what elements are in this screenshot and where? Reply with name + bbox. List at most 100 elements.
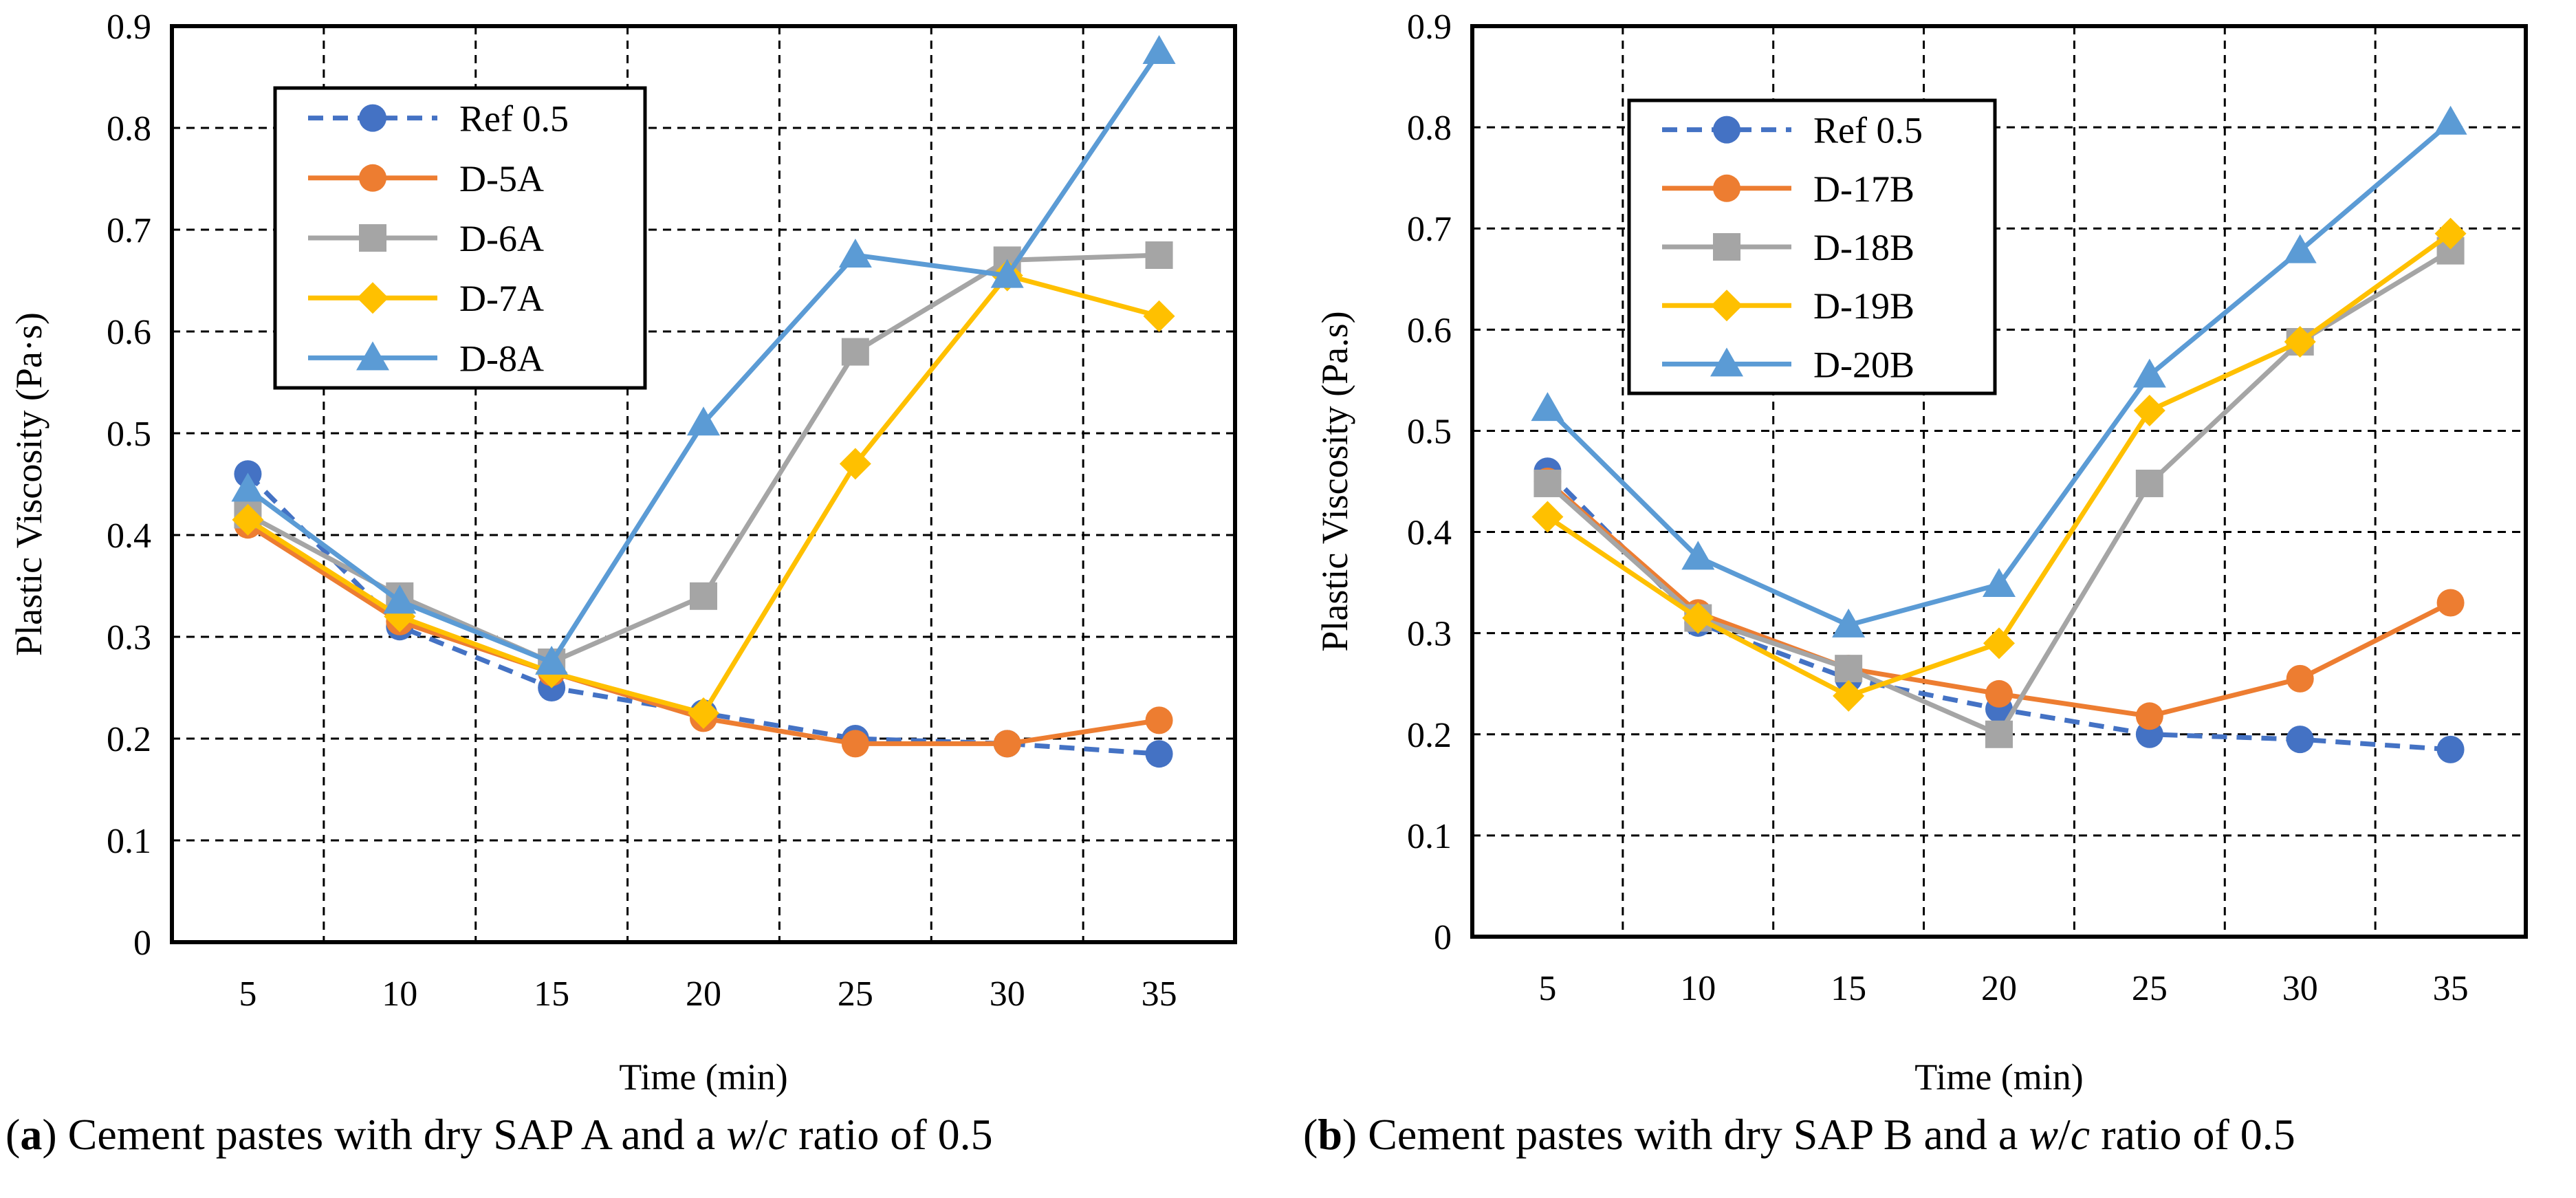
data-point [990, 259, 1024, 288]
data-point [232, 503, 264, 536]
legend-marker [356, 341, 389, 371]
legend-label: Ref 0.5 [459, 98, 569, 140]
data-point [1983, 568, 2016, 598]
x-tick-label: 5 [1538, 969, 1556, 1008]
series-d-19b [1531, 217, 2467, 712]
series-d-20b [1531, 105, 2467, 638]
data-point [690, 582, 717, 610]
caption-a: (a) Cement pastes with dry SAP A and a w… [6, 1110, 993, 1159]
y-tick-label: 0.1 [107, 822, 151, 861]
y-axis-label: Plastic Viscosity (Pa.s) [1314, 311, 1355, 651]
y-tick-label: 0.8 [1407, 109, 1452, 148]
x-tick-label: 25 [838, 974, 873, 1014]
data-point [1533, 469, 1562, 497]
data-point [841, 338, 869, 366]
y-tick-label: 0.7 [1407, 210, 1452, 249]
x-axis-label: Time (min) [619, 1056, 788, 1098]
data-point [2135, 702, 2163, 730]
y-axis-label: Plastic Viscosity (Pa·s) [8, 312, 50, 656]
legend-marker [1710, 347, 1743, 377]
legend-marker [1713, 174, 1740, 202]
data-point [2286, 664, 2314, 693]
legend-label: D-5A [459, 158, 544, 199]
data-point [2434, 217, 2467, 250]
x-tick-label: 35 [2433, 969, 2469, 1008]
y-tick-label: 0.3 [1407, 615, 1452, 654]
x-tick-label: 35 [1142, 974, 1177, 1014]
data-point [1531, 392, 1564, 422]
legend: Ref 0.5 D-17B D-18B D-19B D-20B [1627, 98, 1997, 395]
x-tick-label: 20 [686, 974, 721, 1014]
data-point [839, 448, 871, 480]
legend-marker [357, 282, 389, 314]
x-tick-label: 15 [534, 974, 569, 1014]
data-point [1143, 300, 1175, 332]
x-tick-label: 25 [2132, 969, 2168, 1008]
data-point [2436, 735, 2465, 763]
data-point [838, 239, 872, 268]
series-ref-0-5 [1533, 457, 2465, 763]
data-point [1833, 679, 1865, 712]
y-tick-label: 0.3 [107, 618, 151, 657]
data-point [841, 730, 869, 758]
x-tick-label: 5 [239, 974, 256, 1014]
x-tick-label: 15 [1831, 969, 1866, 1008]
chart-panel-a: 0 0.1 0.2 0.3 0.4 0.5 0.6 0.7 0.8 0.9 5 10 15 20 25 30 3… [6, 8, 1237, 1159]
data-point [2434, 105, 2467, 135]
data-point [1835, 655, 1863, 683]
data-point [2286, 726, 2314, 754]
data-point [2283, 234, 2317, 263]
plot-area-border [170, 24, 1237, 944]
x-tick-label: 20 [1981, 969, 2017, 1008]
legend-label: D-18B [1813, 227, 1914, 268]
legend-marker [1713, 116, 1740, 144]
x-tick-label: 30 [990, 974, 1025, 1014]
legend-marker [359, 164, 386, 192]
y-tick-label: 0.9 [1407, 8, 1452, 47]
data-point [1832, 608, 1866, 638]
y-tick-label: 0.5 [1407, 412, 1452, 451]
y-tick-label: 0.6 [107, 313, 151, 352]
data-point [1681, 541, 1715, 570]
data-point [1145, 241, 1173, 269]
data-point [2135, 469, 2163, 497]
data-point [535, 646, 569, 675]
y-tick-label: 0 [133, 924, 151, 963]
y-tick-label: 0.4 [107, 516, 151, 556]
legend: Ref 0.5 D-5A D-6A D-7A D-8A [273, 86, 647, 390]
data-point [688, 697, 719, 729]
x-tick-label: 10 [1680, 969, 1716, 1008]
data-point [1142, 35, 1176, 64]
x-axis-label: Time (min) [1914, 1056, 2084, 1098]
legend-marker [1711, 290, 1743, 322]
y-tick-label: 0.1 [1407, 817, 1452, 856]
y-tick-label: 0.2 [107, 720, 151, 759]
data-point [1531, 501, 1564, 533]
data-point [2133, 395, 2165, 427]
y-tick-label: 0.9 [107, 8, 151, 47]
x-tick-label: 10 [382, 974, 417, 1014]
data-point [993, 730, 1021, 758]
y-tick-label: 0.7 [107, 211, 151, 250]
data-point [1682, 602, 1714, 634]
legend-marker [359, 104, 386, 132]
legend-label: D-19B [1813, 285, 1914, 327]
caption-b: (b) Cement pastes with dry SAP B and a w… [1303, 1110, 2295, 1159]
y-tick-label: 0 [1434, 918, 1452, 957]
data-point [1985, 679, 2013, 708]
data-point [687, 406, 720, 436]
legend-label: D-17B [1813, 168, 1914, 210]
data-point [1985, 720, 2013, 748]
data-point [1983, 627, 2015, 660]
legend-label: D-8A [459, 338, 544, 379]
legend-label: D-20B [1813, 344, 1914, 385]
data-point [2284, 325, 2316, 358]
chart-a-svg: 0 0.1 0.2 0.3 0.4 0.5 0.6 0.7 0.8 0.9 5 10 15 20 25 30 3… [8, 8, 1237, 1098]
data-point [2436, 589, 2465, 617]
chart-panel-b: 0 0.1 0.2 0.3 0.4 0.5 0.6 0.7 0.8 0.9 5 10 15 20 25 30 3… [1288, 0, 2576, 1198]
legend-label: Ref 0.5 [1813, 110, 1923, 151]
data-point [1145, 706, 1173, 734]
y-tick-label: 0.4 [1407, 514, 1452, 553]
y-tick-label: 0.6 [1407, 311, 1452, 350]
data-point [231, 472, 265, 502]
